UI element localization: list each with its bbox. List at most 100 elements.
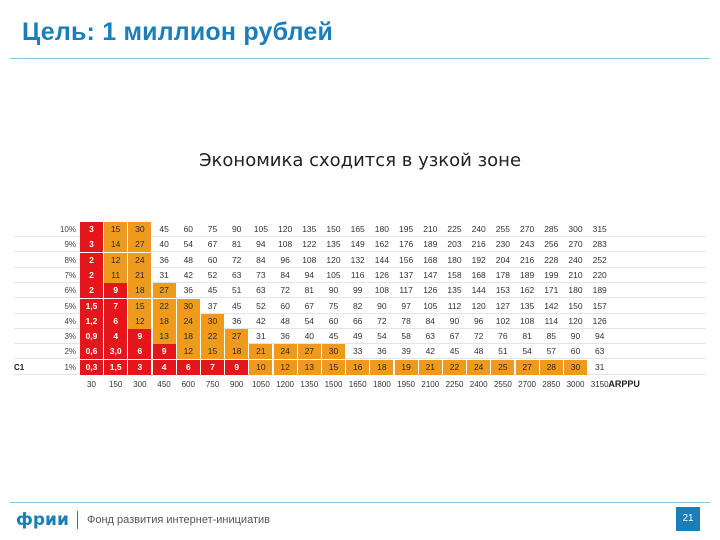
matrix-cell: 180 (447, 254, 462, 265)
matrix-cell: 270 (568, 239, 583, 250)
matrix-row: 8% 2 12 24 36 48 60 72 84 96 108 120 132 144 156 168 180… (14, 252, 706, 268)
matrix-cell: 60 (570, 346, 581, 357)
matrix-cell: 240 (568, 254, 583, 265)
matrix-cell: 132 (350, 254, 365, 265)
matrix-cell: 81 (304, 285, 315, 296)
matrix-cell: 45 (207, 285, 218, 296)
matrix-cell: 189 (423, 239, 438, 250)
matrix-cell: 126 (423, 285, 438, 296)
arppu-axis-label: 1650 (348, 380, 367, 389)
matrix-cell: 180 (568, 285, 583, 296)
matrix-row: 9% 3 14 27 40 54 67 81 94 108 122 135 149 162 176 189 20… (14, 237, 706, 253)
matrix-cell: 9 (128, 329, 152, 345)
matrix-cell: 108 (520, 315, 535, 326)
matrix-cell: 0,3 (80, 359, 103, 375)
arppu-axis-label: 1800 (372, 380, 391, 389)
matrix-cell: 135 (447, 285, 462, 296)
matrix-cell: 105 (326, 269, 341, 280)
matrix-cell: 150 (326, 224, 341, 234)
matrix-cell: 11 (104, 267, 128, 283)
conversion-rate-label: 9% (64, 240, 76, 250)
matrix-cell: 2 (80, 252, 103, 268)
matrix-cell: 73 (256, 269, 266, 280)
matrix-cell: 52 (256, 300, 266, 311)
matrix-cell: 210 (423, 224, 438, 234)
row-side-label (14, 314, 34, 329)
matrix-cell: 149 (350, 239, 365, 250)
matrix-cell: 189 (520, 269, 535, 280)
matrix-cell: 157 (592, 300, 607, 311)
matrix-cell: 67 (449, 331, 460, 342)
matrix-cell: 51 (231, 285, 242, 296)
matrix-cell: 15 (322, 359, 345, 375)
matrix-cell: 22 (152, 298, 176, 314)
matrix-cell: 108 (302, 254, 317, 265)
matrix-cell: 78 (401, 315, 411, 326)
matrix-cell: 25 (491, 359, 515, 375)
row-side-label (14, 237, 34, 252)
matrix-cell: 7 (104, 298, 128, 314)
organization-name: Фонд развития интернет-инициатив (87, 514, 270, 526)
matrix-cell: 195 (399, 224, 414, 234)
matrix-cell: 31 (159, 269, 169, 280)
matrix-cell: 108 (374, 285, 389, 296)
matrix-cell: 158 (447, 269, 462, 280)
matrix-cell: 90 (377, 300, 387, 311)
matrix-cell: 4 (104, 329, 128, 345)
matrix-cell: 97 (401, 300, 411, 311)
matrix-cell: 90 (570, 331, 581, 342)
matrix-cell: 0,6 (80, 344, 103, 360)
matrix-row: 4% 1,2 6 12 18 24 30 36 42 48 54 60 66 72 78 84 90 96 102 1… (14, 313, 706, 329)
matrix-cell: 189 (592, 285, 607, 296)
matrix-cell: 42 (256, 315, 266, 326)
matrix-cell: 60 (207, 254, 218, 265)
matrix-cell: 9 (152, 344, 176, 360)
matrix-cell: 49 (352, 331, 363, 342)
matrix-cell: 199 (544, 269, 559, 280)
conversion-rate-label: 2% (64, 347, 76, 357)
matrix-cell: 94 (304, 269, 315, 280)
matrix-cell: 99 (352, 285, 363, 296)
arppu-axis-label: 450 (157, 380, 171, 389)
matrix-row: 10% 3 15 30 45 60 75 90 105 120 135 150 165 180 195 210… (14, 222, 706, 237)
matrix-cell: 1,5 (80, 298, 103, 314)
matrix-cell: 135 (326, 239, 341, 250)
matrix-cell: 27 (128, 237, 152, 253)
matrix-cell: 2 (80, 283, 103, 299)
chart-subtitle: Экономика сходится в узкой зоне (198, 150, 522, 171)
row-side-label (14, 253, 34, 268)
matrix-cell: 90 (328, 285, 339, 296)
conversion-rate-label: 3% (64, 332, 76, 342)
matrix-cell: 42 (425, 346, 436, 357)
logo-separator (77, 511, 78, 529)
matrix-cell: 90 (231, 224, 242, 234)
matrix-cell: 67 (304, 300, 315, 311)
matrix-cell: 36 (377, 346, 387, 357)
row-side-label (14, 283, 34, 298)
matrix-cell: 12 (273, 359, 297, 375)
matrix-cell: 10 (249, 359, 273, 375)
matrix-cell: 58 (401, 331, 411, 342)
arppu-axis-label: 1350 (300, 380, 319, 389)
matrix-cell: 96 (473, 315, 484, 326)
matrix-cell: 120 (326, 254, 341, 265)
matrix-cell: 81 (522, 331, 532, 342)
matrix-cell: 112 (447, 300, 462, 311)
matrix-cell: 21 (249, 344, 273, 360)
matrix-cell: 120 (568, 315, 583, 326)
matrix-cell: 31 (256, 331, 266, 342)
matrix-cell: 9 (104, 283, 128, 299)
matrix-cell: 12 (176, 344, 200, 360)
arppu-axis-label: 2250 (445, 380, 464, 389)
matrix-cell: 84 (425, 315, 436, 326)
row-side-label: C1 (14, 362, 25, 372)
matrix-cell: 24 (467, 359, 491, 375)
arppu-axis-label: 2400 (469, 380, 488, 389)
conversion-rate-label: 6% (64, 286, 76, 296)
matrix-row: 3% 0,9 4 9 13 18 22 27 31 36 40 45 49 54 58 63 67 72 76 81 8… (14, 329, 706, 345)
matrix-cell: 210 (568, 269, 583, 280)
matrix-cell: 30 (564, 359, 587, 375)
matrix-cell: 162 (374, 239, 389, 250)
matrix-cell: 76 (498, 331, 508, 342)
matrix-cell: 31 (594, 361, 605, 372)
